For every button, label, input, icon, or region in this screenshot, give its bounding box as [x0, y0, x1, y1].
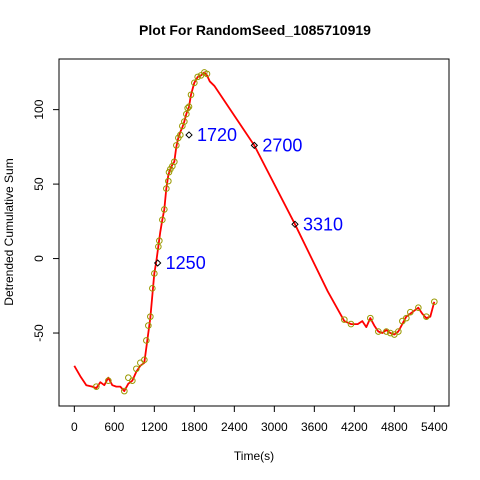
data-point — [187, 91, 195, 99]
data-point — [105, 377, 112, 384]
y-axis-label: Detrended Cumulative Sum — [2, 158, 16, 305]
data-point — [159, 216, 166, 224]
data-point — [341, 316, 348, 323]
data-point — [395, 328, 402, 335]
y-tick-label: 100 — [32, 99, 46, 119]
points-layer — [93, 69, 438, 395]
change-point-label: 2700 — [262, 135, 302, 155]
plot-frame — [58, 58, 450, 407]
x-tick-label: 1200 — [141, 420, 168, 434]
chart-title: Plot For RandomSeed_1085710919 — [139, 22, 371, 38]
data-point — [181, 118, 188, 125]
change-point-label: 1250 — [166, 253, 206, 273]
data-point — [171, 158, 178, 166]
change-point-label: 1720 — [197, 125, 237, 145]
data-point — [375, 328, 382, 335]
series-layer — [73, 71, 436, 393]
data-point — [407, 308, 414, 316]
data-point — [383, 328, 390, 335]
data-point — [165, 168, 173, 176]
change-point-marker — [153, 259, 162, 267]
data-point — [184, 104, 191, 112]
data-point — [121, 387, 128, 395]
data-point — [149, 285, 156, 292]
data-point — [161, 206, 168, 213]
x-tick-label: 600 — [104, 420, 124, 434]
data-point — [141, 356, 148, 364]
data-point — [203, 70, 211, 78]
y-axis: -50 0 50 100 — [32, 99, 60, 342]
data-point — [185, 103, 193, 110]
data-point — [423, 313, 430, 320]
data-point — [347, 320, 355, 328]
change-point-label: 3310 — [303, 214, 343, 234]
data-point — [156, 237, 163, 244]
x-tick-label: 5400 — [421, 420, 448, 434]
change-point-marker — [291, 220, 299, 229]
x-tick-label: 1800 — [181, 420, 208, 434]
data-point — [415, 304, 422, 312]
x-tick-label: 2400 — [221, 420, 248, 434]
data-point — [163, 185, 170, 192]
data-point — [93, 383, 100, 390]
change-point-marker — [250, 141, 259, 150]
data-point — [147, 313, 154, 320]
data-point — [177, 131, 184, 139]
data-point — [143, 337, 150, 344]
y-tick-label: 0 — [32, 255, 46, 262]
x-axis-label: Time(s) — [234, 449, 274, 463]
data-point — [403, 314, 410, 322]
x-tick-label: 3000 — [261, 420, 288, 434]
data-point — [194, 73, 201, 81]
y-tick-label: 50 — [32, 177, 46, 191]
data-point — [151, 270, 158, 277]
data-point — [183, 110, 190, 118]
data-point — [173, 142, 180, 149]
y-tick-label: -50 — [32, 324, 46, 342]
data-point — [133, 365, 140, 373]
data-point — [165, 177, 172, 185]
x-axis: 0 600 1200 1800 2400 3000 3600 4200 4800 5400 — [71, 405, 448, 434]
data-point — [367, 314, 374, 322]
data-point — [125, 374, 132, 382]
data-point — [155, 243, 162, 250]
change-point-marker — [185, 131, 193, 139]
data-point — [129, 377, 136, 384]
x-tick-label: 0 — [71, 420, 78, 434]
data-point — [191, 79, 198, 87]
change-points-layer: 1250 1720 2700 3310 — [153, 125, 343, 273]
x-tick-label: 3600 — [301, 420, 328, 434]
data-point — [387, 329, 394, 337]
x-tick-label: 4800 — [381, 420, 408, 434]
data-point — [145, 322, 152, 329]
x-tick-label: 4200 — [341, 420, 368, 434]
data-point — [431, 298, 438, 306]
series-line — [73, 71, 436, 393]
